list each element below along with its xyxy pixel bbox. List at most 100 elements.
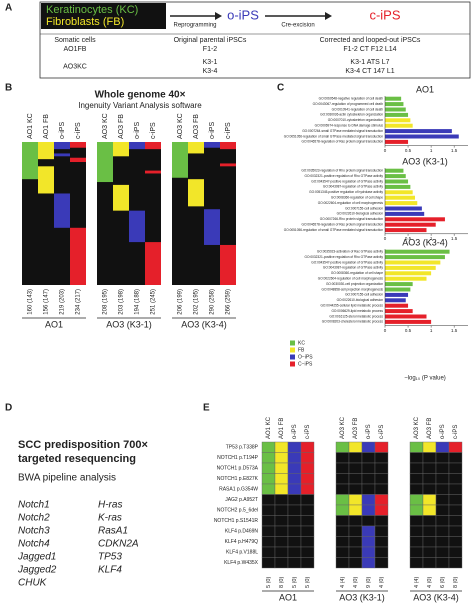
column-label: AO3 FB	[353, 418, 359, 439]
column-label: o-iPS	[209, 122, 216, 139]
ips: o-iPS	[227, 7, 259, 22]
grid-cell	[348, 441, 363, 453]
grid-cell	[335, 536, 350, 548]
grid-cell	[435, 546, 450, 558]
term-label: GO:0043067-regulation of programmed cell…	[313, 102, 384, 106]
grid-cell	[374, 483, 389, 495]
table-cell: AO3KC	[63, 63, 87, 70]
grid-cell	[374, 525, 389, 537]
bar	[385, 260, 441, 265]
grid-cell	[374, 515, 389, 527]
row-label: NOTCH1 p.E827K	[217, 476, 259, 482]
gene: Notch3	[18, 526, 50, 537]
grid-cell	[300, 483, 315, 495]
grid-cell	[409, 536, 424, 548]
count-label: 8 (0)	[453, 577, 459, 588]
grid-cell	[287, 441, 302, 453]
grid-cell	[335, 546, 350, 558]
heatmap-block	[129, 142, 145, 150]
grid-cell	[335, 462, 350, 474]
table-cell: F1-2	[203, 46, 218, 53]
grid-cell	[374, 452, 389, 464]
legend-swatch	[290, 340, 295, 346]
grid-cell	[261, 536, 276, 548]
gene: H-ras	[98, 500, 122, 511]
x-tick-label: 0.5	[405, 148, 412, 153]
grid-cell	[361, 462, 376, 474]
row-label: TP53 p.T338P	[226, 445, 259, 451]
heatmap-block	[113, 184, 129, 211]
bar	[385, 249, 450, 254]
grid-cell	[335, 557, 350, 569]
bar	[385, 206, 422, 211]
row-label: NOTCH1 p.D573A	[217, 466, 259, 472]
term-label: GO:0048858-cell projection morphogenesis	[322, 287, 384, 291]
legend-label: C−iPS	[298, 361, 313, 367]
grid-cell	[409, 515, 424, 527]
grid-cell	[422, 504, 437, 516]
x-axis-label: −log₁₀ (P value)	[404, 376, 446, 382]
heatmap-block	[220, 244, 236, 285]
table-cell: K3-1 ATS L7	[350, 59, 389, 66]
term-label: GO:0043547-positive regulation of GTPase…	[311, 260, 383, 264]
grid-cell	[448, 473, 463, 485]
grid-cell	[335, 515, 350, 527]
grid-cell	[435, 515, 450, 527]
heatmap-block	[204, 209, 220, 245]
heatmap-block	[70, 157, 86, 163]
table-cell: K3-1	[203, 59, 218, 66]
gene: TP53	[98, 552, 122, 563]
chart-title: AO3 (K3-4)	[402, 237, 448, 247]
row-label: KLF4 p.V188L	[226, 550, 258, 556]
bar	[385, 309, 413, 314]
column-label: AO3 FB	[118, 114, 125, 139]
grid-cell	[300, 515, 315, 527]
step: Cre-excision	[281, 23, 314, 29]
count-label: 219 (203)	[60, 289, 66, 315]
legend-swatch	[290, 347, 295, 353]
title: targeted resequencing	[18, 453, 136, 465]
term-label: GO:0006974-response to DNA damage stimul…	[315, 124, 384, 128]
grid-cell	[448, 557, 463, 569]
grid-cell	[435, 462, 450, 474]
gene: CDKN2A	[98, 539, 139, 550]
grid-cell	[409, 452, 424, 464]
grid-cell	[422, 557, 437, 569]
grid-cell	[274, 441, 289, 453]
bar	[385, 211, 425, 216]
column-label: AO3 KC	[177, 113, 184, 139]
grid-cell	[261, 441, 276, 453]
term-label: GO:0043087-regulation of GTPase activity	[323, 185, 383, 189]
term-label: GO:0007010-cytoskeleton organization	[328, 118, 384, 122]
column-label: AO1 KC	[266, 416, 272, 439]
group-label: AO3 (K3-1)	[106, 319, 152, 329]
panel-label: C	[277, 83, 284, 94]
heatmap-block	[70, 227, 86, 285]
title: SCC predisposition 700×	[18, 439, 148, 451]
group-label: AO3 (K3-1)	[339, 592, 385, 602]
grid-cell	[374, 462, 389, 474]
arrow-head	[215, 12, 222, 20]
grid-cell	[422, 546, 437, 558]
heatmap-block	[188, 142, 204, 154]
grid-cell	[361, 452, 376, 464]
term-label: GO:0060548-negative regulation of cell d…	[319, 97, 384, 101]
bar	[385, 129, 452, 134]
count-label: 9 (0)	[366, 577, 372, 588]
bar	[385, 222, 436, 227]
grid-cell	[300, 546, 315, 558]
grid-cell	[435, 525, 450, 537]
grid-cell	[422, 452, 437, 464]
grid-cell	[422, 483, 437, 495]
grid-cell	[409, 525, 424, 537]
column-label: o-iPS	[134, 122, 141, 139]
grid-cell	[374, 494, 389, 506]
grid-cell	[261, 525, 276, 537]
legend-label: KC	[298, 340, 305, 346]
term-label: GO:0006629-lipid metabolic process	[331, 309, 383, 313]
bar	[385, 139, 409, 144]
grid-cell	[409, 483, 424, 495]
term-label: GO:0030030-cell projection organization	[326, 282, 383, 286]
grid-cell	[448, 504, 463, 516]
term-label: GO:0043547-positive regulation of GTPase…	[311, 179, 383, 183]
